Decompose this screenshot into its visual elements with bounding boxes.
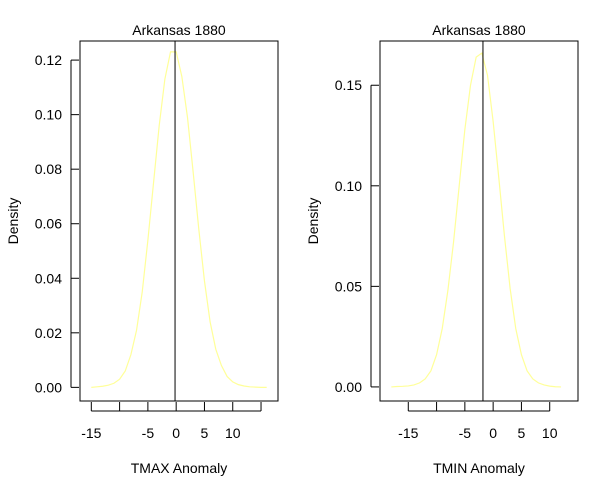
x-tick-label: -5 bbox=[142, 425, 155, 441]
density-curve bbox=[391, 52, 562, 388]
y-tick-label: 0.05 bbox=[335, 278, 362, 294]
y-axis-label: Density bbox=[305, 198, 321, 245]
y-tick-label: 0.02 bbox=[35, 325, 62, 341]
y-tick-label: 0.06 bbox=[35, 216, 62, 232]
x-tick-label: 0 bbox=[172, 425, 180, 441]
y-tick-label: 0.00 bbox=[335, 379, 362, 395]
y-tick-label: 0.04 bbox=[35, 270, 62, 286]
y-tick-label: 0.15 bbox=[335, 77, 362, 93]
y-axis-label: Density bbox=[5, 198, 21, 245]
y-tick-label: 0.12 bbox=[35, 52, 62, 68]
y-tick-label: 0.00 bbox=[35, 379, 62, 395]
y-tick-label: 0.10 bbox=[335, 178, 362, 194]
x-tick-label: 5 bbox=[201, 425, 209, 441]
x-tick-label: -15 bbox=[81, 425, 101, 441]
y-tick-label: 0.08 bbox=[35, 161, 62, 177]
x-axis-label: TMAX Anomaly bbox=[131, 460, 227, 476]
x-tick-label: 0 bbox=[489, 425, 497, 441]
x-axis-label: TMIN Anomaly bbox=[433, 460, 525, 476]
chart-title: Arkansas 1880 bbox=[432, 22, 526, 38]
plot-frame bbox=[379, 40, 579, 402]
chart-panel-2: Arkansas 1880 -15 -5 0 5 10 0.00 0.05 0.10 0.15 TM… bbox=[305, 22, 579, 476]
y-tick-label: 0.10 bbox=[35, 107, 62, 123]
plot-frame bbox=[79, 40, 279, 402]
x-tick-label: -5 bbox=[459, 425, 472, 441]
x-tick-label: 10 bbox=[225, 425, 241, 441]
chart-title: Arkansas 1880 bbox=[132, 22, 226, 38]
x-tick-label: 5 bbox=[518, 425, 526, 441]
density-curve bbox=[91, 51, 267, 388]
x-tick-label: 10 bbox=[542, 425, 558, 441]
x-tick-label: -15 bbox=[398, 425, 418, 441]
chart-panel-1: Arkansas 1880 -15 -5 0 5 10 0.00 0.02 0.04 0.06 0.… bbox=[5, 22, 279, 476]
